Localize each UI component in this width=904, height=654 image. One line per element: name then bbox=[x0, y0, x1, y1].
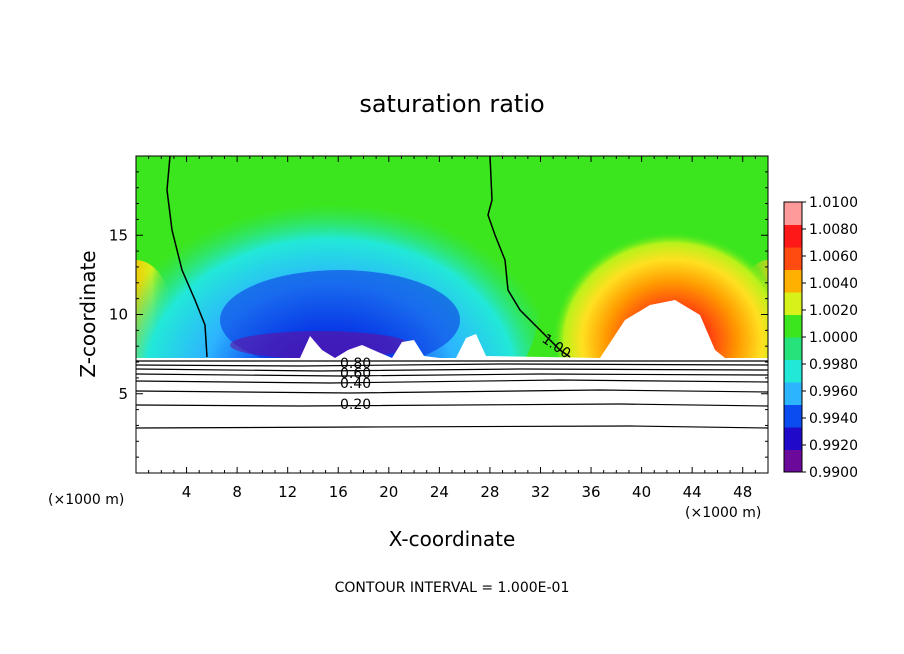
colorbar-label: 0.9960 bbox=[809, 384, 858, 400]
chart-title: saturation ratio bbox=[359, 90, 544, 118]
x-tick-label: 32 bbox=[531, 483, 550, 501]
colorbar-label: 1.0100 bbox=[809, 195, 858, 211]
contour-label-0.20: 0.20 bbox=[340, 397, 371, 413]
x-tick-label: 4 bbox=[182, 483, 192, 501]
contour-label-0.40: 0.40 bbox=[340, 376, 371, 392]
colorbar-label: 1.0040 bbox=[809, 276, 858, 292]
contour-interval-note: CONTOUR INTERVAL = 1.000E-01 bbox=[335, 580, 570, 596]
x-unit-left: (×1000 m) bbox=[48, 492, 124, 508]
masked-terrain bbox=[136, 300, 768, 473]
contour-label-0.60: 0.60 bbox=[340, 366, 371, 382]
colorbar-swatch bbox=[784, 247, 802, 270]
y-axis-label: Z-coordinate bbox=[76, 250, 100, 377]
colorbar-label: 0.9920 bbox=[809, 438, 858, 454]
contour-1.00-right bbox=[487, 156, 571, 358]
colorbar-label: 1.0020 bbox=[809, 303, 858, 319]
colorbar-label: 1.0000 bbox=[809, 330, 858, 346]
x-tick-label: 40 bbox=[632, 483, 651, 501]
contour-1.00-left bbox=[166, 156, 208, 358]
y-tick-label: 15 bbox=[109, 226, 128, 244]
x-tick-label: 36 bbox=[581, 483, 600, 501]
x-tick-label: 48 bbox=[733, 483, 752, 501]
colorbar-label: 0.9980 bbox=[809, 357, 858, 373]
colorbar-label: 1.0060 bbox=[809, 249, 858, 265]
heatmap-field bbox=[136, 156, 768, 473]
x-tick-label: 24 bbox=[430, 483, 449, 501]
colorbar-swatch bbox=[784, 292, 802, 315]
y-tick-label: 5 bbox=[118, 385, 128, 403]
colorbar: 1.0100 1.0080 1.0060 1.0040 1.0020 1.0000 0.99… bbox=[783, 195, 858, 481]
x-tick-label: 44 bbox=[683, 483, 702, 501]
x-axis-label: X-coordinate bbox=[389, 527, 516, 551]
lower-contours bbox=[136, 360, 768, 429]
x-tick-label: 20 bbox=[379, 483, 398, 501]
colorbar-swatch bbox=[784, 427, 802, 450]
colorbar-swatch bbox=[784, 382, 802, 405]
colorbar-swatch bbox=[784, 449, 802, 473]
y-tick-label: 10 bbox=[109, 306, 128, 324]
x-unit-right: (×1000 m) bbox=[685, 505, 761, 521]
colorbar-label: 0.9900 bbox=[809, 465, 858, 481]
colorbar-swatch bbox=[784, 224, 802, 248]
x-tick-label: 12 bbox=[278, 483, 297, 501]
contour-label-0.80: 0.80 bbox=[340, 356, 371, 372]
x-tick-label: 16 bbox=[329, 483, 348, 501]
colorbar-swatch bbox=[784, 337, 802, 360]
colorbar-label: 0.9940 bbox=[809, 411, 858, 427]
x-tick-label: 8 bbox=[232, 483, 242, 501]
x-tick-label: 28 bbox=[480, 483, 499, 501]
colorbar-swatch bbox=[784, 269, 802, 293]
colorbar-swatch bbox=[784, 202, 802, 225]
colorbar-swatch bbox=[784, 404, 802, 428]
colorbar-swatch bbox=[784, 359, 802, 383]
colorbar-swatch bbox=[784, 314, 802, 338]
colorbar-label: 1.0080 bbox=[809, 222, 858, 238]
